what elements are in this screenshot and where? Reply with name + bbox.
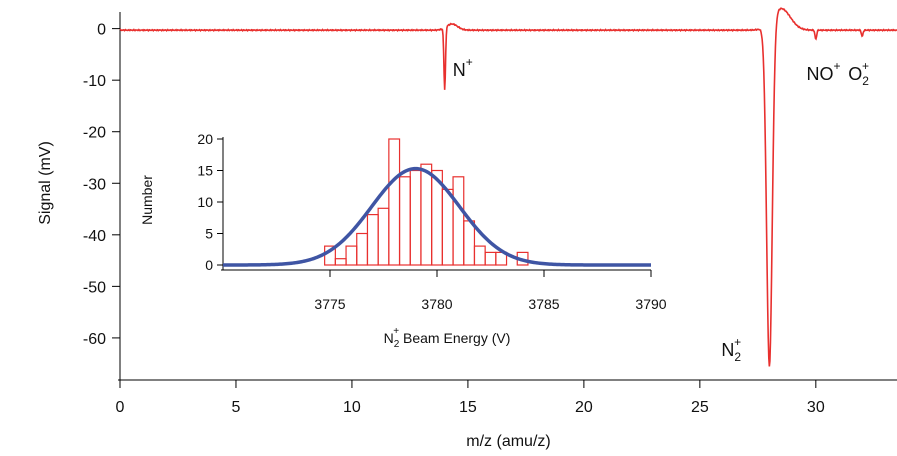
y-tick-label: -40: [83, 228, 106, 245]
peak-label: N+: [453, 55, 473, 80]
inset-y-tick-label: 5: [205, 226, 213, 242]
y-tick-label: -60: [83, 331, 106, 348]
inset-y-tick-label: 10: [197, 194, 213, 210]
inset-y-tick-label: 0: [205, 257, 213, 273]
y-tick-label: -50: [83, 279, 106, 296]
gaussian-fit-curve: [223, 166, 651, 267]
x-tick-label: 15: [459, 399, 477, 416]
inset-histogram: 0 5 10 15 20 3775 3780 3785 3790 N2+ Beam Energy …: [139, 129, 673, 350]
y-tick-label: 0: [97, 22, 106, 39]
inset-x-tick-label: 3790: [635, 296, 666, 312]
x-tick-label: 5: [232, 399, 241, 416]
inset-x-tick-label: 3785: [528, 296, 559, 312]
x-tick-label: 25: [691, 399, 709, 416]
peak-label: O2+: [848, 59, 869, 88]
y-axis-label: Signal (mV): [37, 141, 54, 225]
y-tick-label: -20: [83, 125, 106, 142]
inset-x-tick-label: 3775: [314, 296, 345, 312]
inset-y-tick-label: 20: [197, 131, 213, 147]
x-axis-label: m/z (amu/z): [466, 433, 550, 450]
x-tick-label: 0: [116, 399, 125, 416]
x-tick-label: 20: [575, 399, 593, 416]
peak-label: NO+: [807, 59, 841, 84]
x-tick-label: 30: [807, 399, 825, 416]
inset-background: [215, 129, 673, 345]
y-tick-label: -10: [83, 73, 106, 90]
inset-x-axis-label: N2+ Beam Energy (V): [384, 326, 511, 350]
inset-x-tick-label: 3780: [421, 296, 452, 312]
y-tick-label: -30: [83, 176, 106, 193]
peak-label: N2+: [721, 335, 741, 364]
main-plot: 0 -10 -20 -30 -40 -50 -60 0 5 10 15 20 25 30 m/z (amu/…: [37, 7, 897, 450]
inset-y-axis-label: Number: [139, 175, 155, 225]
signal-trace: [119, 7, 897, 367]
inset-y-tick-label: 15: [197, 163, 213, 179]
x-tick-label: 10: [343, 399, 361, 416]
